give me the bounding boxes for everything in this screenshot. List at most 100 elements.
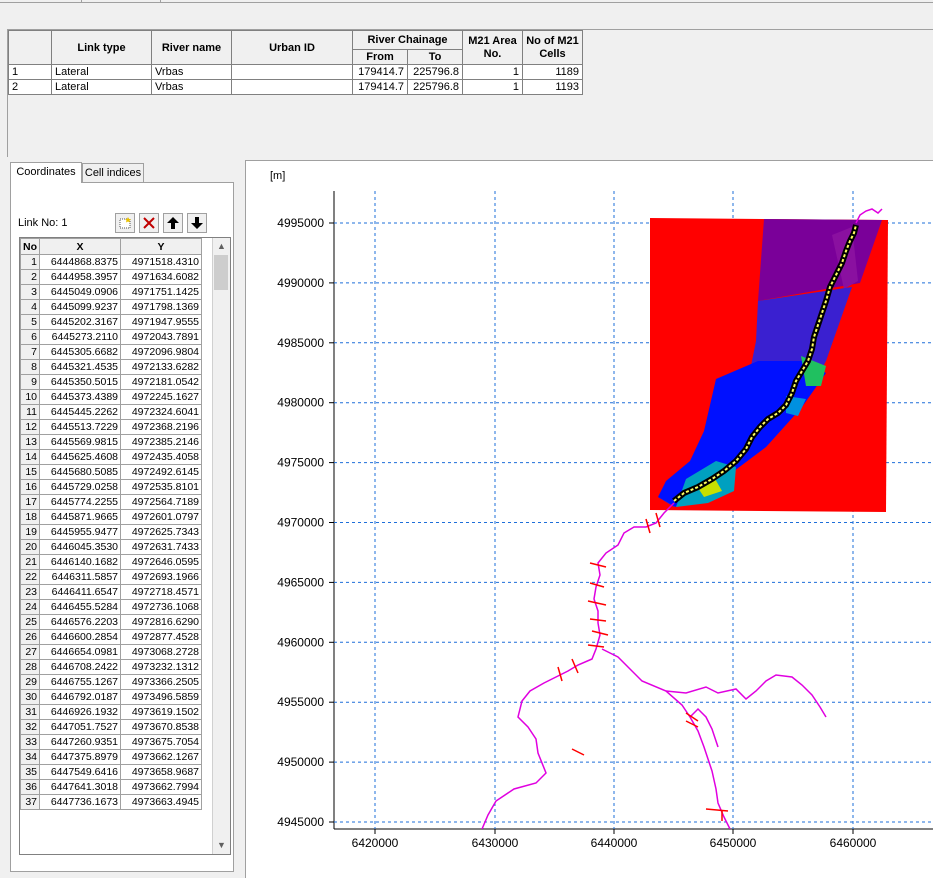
coordinate-x[interactable]: 6445373.4389 (39, 389, 121, 405)
coordinate-x[interactable]: 6445871.9665 (39, 509, 121, 525)
coordinate-y[interactable]: 4971798.1369 (120, 299, 202, 315)
coordinate-index[interactable]: 12 (20, 419, 40, 435)
coordinate-index[interactable]: 7 (20, 344, 40, 360)
coordinate-index[interactable]: 10 (20, 389, 40, 405)
coordinate-row[interactable]: 16 6445729.0258 4972535.8101 (20, 479, 202, 495)
coordinate-index[interactable]: 15 (20, 464, 40, 480)
coordinates-grid[interactable]: No X Y 1 6444868.8375 4971518.4310 2 6444958… (19, 237, 231, 855)
coordinate-row[interactable]: 13 6445569.9815 4972385.2146 (20, 434, 202, 450)
coordinate-y[interactable]: 4972564.7189 (120, 494, 202, 510)
map-canvas[interactable]: 6420000 6430000 6440000 6450000 6460000 49950… (246, 161, 933, 878)
coordinate-x[interactable]: 6446045.3530 (39, 539, 121, 555)
coordinate-row[interactable]: 15 6445680.5085 4972492.6145 (20, 464, 202, 480)
col-to[interactable]: To (407, 49, 463, 65)
coordinate-y[interactable]: 4971947.9555 (120, 314, 202, 330)
top-tab-1[interactable] (0, 0, 82, 3)
coordinate-y[interactable]: 4973496.5859 (120, 689, 202, 705)
coordinate-x[interactable]: 6446576.2203 (39, 614, 121, 630)
coordinate-index[interactable]: 35 (20, 764, 40, 780)
coordinate-row[interactable]: 8 6445321.4535 4972133.6282 (20, 359, 202, 375)
cell-cells[interactable]: 1189 (522, 64, 583, 80)
coordinate-y[interactable]: 4973662.1267 (120, 749, 202, 765)
coordinate-x[interactable]: 6447736.1673 (39, 794, 121, 810)
coordinate-x[interactable]: 6445513.7229 (39, 419, 121, 435)
coordinate-x[interactable]: 6447260.9351 (39, 734, 121, 750)
coordinate-y[interactable]: 4972535.8101 (120, 479, 202, 495)
coordinate-row[interactable]: 3 6445049.0906 4971751.1425 (20, 284, 202, 300)
coordinate-y[interactable]: 4973366.2505 (120, 674, 202, 690)
coordinate-x[interactable]: 6445774.2255 (39, 494, 121, 510)
cell-link-type[interactable]: Lateral (51, 79, 152, 95)
coordinate-index[interactable]: 34 (20, 749, 40, 765)
coordinate-x[interactable]: 6446708.2422 (39, 659, 121, 675)
cell-area[interactable]: 1 (462, 79, 523, 95)
coordinate-index[interactable]: 3 (20, 284, 40, 300)
coordinate-row[interactable]: 10 6445373.4389 4972245.1627 (20, 389, 202, 405)
coordinate-y[interactable]: 4972816.6290 (120, 614, 202, 630)
coordinate-index[interactable]: 14 (20, 449, 40, 465)
coordinate-y[interactable]: 4973670.8538 (120, 719, 202, 735)
col-m21-cells[interactable]: No of M21 Cells (522, 30, 583, 65)
coordinate-y[interactable]: 4972096.9804 (120, 344, 202, 360)
coordinate-y[interactable]: 4972625.7343 (120, 524, 202, 540)
coordinate-x[interactable]: 6445202.3167 (39, 314, 121, 330)
coordinate-row[interactable]: 4 6445099.9237 4971798.1369 (20, 299, 202, 315)
coordinate-index[interactable]: 19 (20, 524, 40, 540)
coordinate-y[interactable]: 4972245.1627 (120, 389, 202, 405)
coordinate-index[interactable]: 27 (20, 644, 40, 660)
table-row[interactable]: 1 Lateral Vrbas 179414.7 225796.8 1 1189 (8, 64, 583, 80)
col-x[interactable]: X (39, 238, 121, 255)
coordinate-y[interactable]: 4972693.1966 (120, 569, 202, 585)
coordinate-x[interactable]: 6445321.4535 (39, 359, 121, 375)
coordinate-index[interactable]: 2 (20, 269, 40, 285)
coordinate-y[interactable]: 4971518.4310 (120, 254, 202, 270)
move-up-button[interactable] (163, 213, 183, 233)
coordinate-row[interactable]: 2 6444958.3957 4971634.6082 (20, 269, 202, 285)
coordinate-x[interactable]: 6445729.0258 (39, 479, 121, 495)
coordinate-x[interactable]: 6446755.1267 (39, 674, 121, 690)
coordinate-x[interactable]: 6447549.6416 (39, 764, 121, 780)
coordinate-x[interactable]: 6447375.8979 (39, 749, 121, 765)
coordinate-x[interactable]: 6444958.3957 (39, 269, 121, 285)
coordinate-y[interactable]: 4972435.4058 (120, 449, 202, 465)
coordinate-x[interactable]: 6445955.9477 (39, 524, 121, 540)
col-river-name[interactable]: River name (151, 30, 232, 65)
coordinate-index[interactable]: 16 (20, 479, 40, 495)
coordinate-index[interactable]: 18 (20, 509, 40, 525)
coordinate-x[interactable]: 6446600.2854 (39, 629, 121, 645)
move-down-button[interactable] (187, 213, 207, 233)
coordinate-x[interactable]: 6445680.5085 (39, 464, 121, 480)
col-from[interactable]: From (352, 49, 408, 65)
cell-area[interactable]: 1 (462, 64, 523, 80)
coordinate-row[interactable]: 35 6447549.6416 4973658.9687 (20, 764, 202, 780)
coordinate-y[interactable]: 4972324.6041 (120, 404, 202, 420)
coordinate-y[interactable]: 4973663.4945 (120, 794, 202, 810)
coordinate-index[interactable]: 37 (20, 794, 40, 810)
coordinate-row[interactable]: 31 6446926.1932 4973619.1502 (20, 704, 202, 720)
coordinate-x[interactable]: 6445445.2262 (39, 404, 121, 420)
coordinate-row[interactable]: 7 6445305.6682 4972096.9804 (20, 344, 202, 360)
coordinate-x[interactable]: 6444868.8375 (39, 254, 121, 270)
tab-coordinates[interactable]: Coordinates (10, 162, 82, 183)
col-river-chainage[interactable]: River Chainage (352, 30, 463, 50)
coordinate-index[interactable]: 23 (20, 584, 40, 600)
new-row-button[interactable] (115, 213, 135, 233)
coordinate-x[interactable]: 6446926.1932 (39, 704, 121, 720)
coordinate-y[interactable]: 4973068.2728 (120, 644, 202, 660)
coordinate-y[interactable]: 4973662.7994 (120, 779, 202, 795)
scroll-down-icon[interactable]: ▼ (217, 840, 226, 850)
coordinate-index[interactable]: 20 (20, 539, 40, 555)
coordinate-index[interactable]: 36 (20, 779, 40, 795)
coordinate-x[interactable]: 6445273.2110 (39, 329, 121, 345)
coordinate-index[interactable]: 26 (20, 629, 40, 645)
coordinate-index[interactable]: 1 (20, 254, 40, 270)
cell-river-name[interactable]: Vrbas (151, 64, 232, 80)
coordinate-row[interactable]: 27 6446654.0981 4973068.2728 (20, 644, 202, 660)
coordinate-index[interactable]: 33 (20, 734, 40, 750)
cell-link-type[interactable]: Lateral (51, 64, 152, 80)
coordinate-row[interactable]: 24 6446455.5284 4972736.1068 (20, 599, 202, 615)
coordinate-index[interactable]: 5 (20, 314, 40, 330)
coordinate-row[interactable]: 18 6445871.9665 4972601.0797 (20, 509, 202, 525)
coordinate-index[interactable]: 8 (20, 359, 40, 375)
coordinate-y[interactable]: 4972877.4528 (120, 629, 202, 645)
